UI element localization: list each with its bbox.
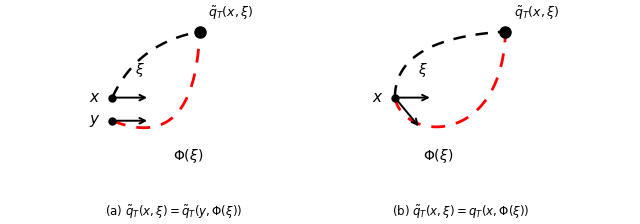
- Text: $\Phi(\xi)$: $\Phi(\xi)$: [423, 147, 453, 165]
- Text: $\tilde{q}_T(x,\xi)$: $\tilde{q}_T(x,\xi)$: [208, 4, 253, 22]
- Text: (a) $\tilde{q}_T(x,\xi) = \tilde{q}_T(y,\Phi(\xi))$: (a) $\tilde{q}_T(x,\xi) = \tilde{q}_T(y,…: [105, 203, 242, 221]
- Text: $\tilde{q}_T(x,\xi)$: $\tilde{q}_T(x,\xi)$: [514, 4, 559, 22]
- Text: $x$: $x$: [372, 91, 383, 105]
- Text: (b) $\tilde{q}_T(x,\xi) = q_T(x,\Phi(\xi))$: (b) $\tilde{q}_T(x,\xi) = q_T(x,\Phi(\xi…: [392, 203, 530, 221]
- Text: $x$: $x$: [89, 91, 100, 105]
- Text: $\Phi(\xi)$: $\Phi(\xi)$: [173, 147, 204, 165]
- Text: $\xi$: $\xi$: [136, 61, 145, 80]
- Text: $\xi$: $\xi$: [418, 61, 428, 80]
- Text: $y$: $y$: [89, 113, 100, 129]
